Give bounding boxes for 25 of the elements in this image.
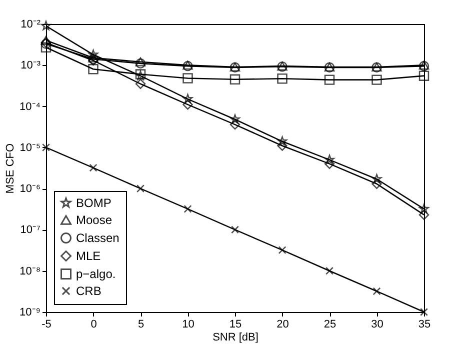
y-tick-label: 10⁻⁸ (20, 265, 40, 278)
y-tick-label: 10⁻² (20, 18, 41, 30)
legend-label: p−algo. (76, 267, 116, 281)
x-tick-label: 25 (324, 318, 336, 330)
x-tick-label: 35 (418, 318, 431, 330)
y-tick-label: 10⁻⁶ (20, 183, 40, 196)
x-tick-label: 10 (182, 318, 194, 330)
y-tick-label: 10⁻³ (20, 60, 41, 72)
y-axis-title: MSE CFO (4, 143, 17, 194)
x-axis-title: SNR [dB] (212, 332, 258, 344)
x-tick-label: 20 (276, 318, 289, 330)
x-tick-label: -5 (42, 318, 52, 330)
y-tick-label: 10⁻⁷ (20, 224, 41, 236)
y-tick-label: 10⁻⁴ (20, 100, 41, 113)
legend-label: CRB (76, 284, 102, 298)
y-tick-label: 10⁻⁵ (20, 142, 40, 154)
x-tick-label: 0 (90, 318, 97, 330)
x-tick-label: 5 (138, 318, 144, 330)
x-tick-label: 30 (371, 318, 384, 330)
x-tick-label: 15 (229, 318, 242, 330)
legend-label: Classen (76, 231, 120, 245)
legend-label: MLE (76, 249, 101, 263)
legend-label: Moose (76, 213, 112, 227)
legend-label: BOMP (76, 196, 112, 210)
y-tick-label: 10⁻⁹ (20, 306, 40, 318)
